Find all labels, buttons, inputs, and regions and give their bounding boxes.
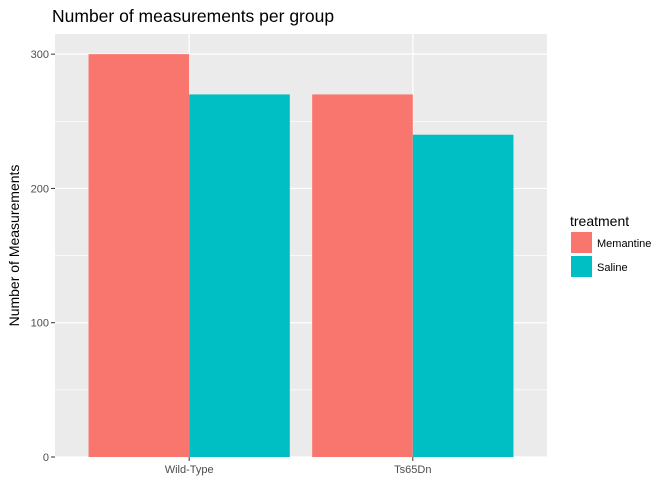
x-tick-label: Ts65Dn — [394, 464, 431, 476]
legend-title: treatment — [570, 213, 629, 229]
y-tick-label: 300 — [31, 49, 49, 61]
bars-group — [88, 54, 514, 458]
bar-saline-wild-type — [189, 94, 290, 457]
legend: treatment Memantine Saline — [570, 213, 651, 277]
y-tick-label: 100 — [31, 318, 49, 330]
y-tick-label: 0 — [43, 452, 49, 464]
bar-memantine-ts65dn — [312, 94, 413, 457]
x-tick-label: Wild-Type — [165, 464, 214, 476]
legend-key-memantine — [571, 232, 592, 253]
bar-saline-ts65dn — [412, 134, 514, 457]
legend-label-saline: Saline — [597, 262, 628, 274]
y-axis: 0 100 200 300 — [31, 49, 55, 464]
legend-label-memantine: Memantine — [597, 238, 651, 250]
chart-title: Number of measurements per group — [52, 6, 334, 26]
y-axis-title: Number of Measurements — [6, 165, 22, 327]
legend-key-saline — [571, 256, 592, 277]
x-axis: Wild-Type Ts65Dn — [165, 457, 431, 476]
bar-memantine-wild-type — [88, 54, 190, 458]
y-tick-label: 200 — [31, 183, 49, 195]
